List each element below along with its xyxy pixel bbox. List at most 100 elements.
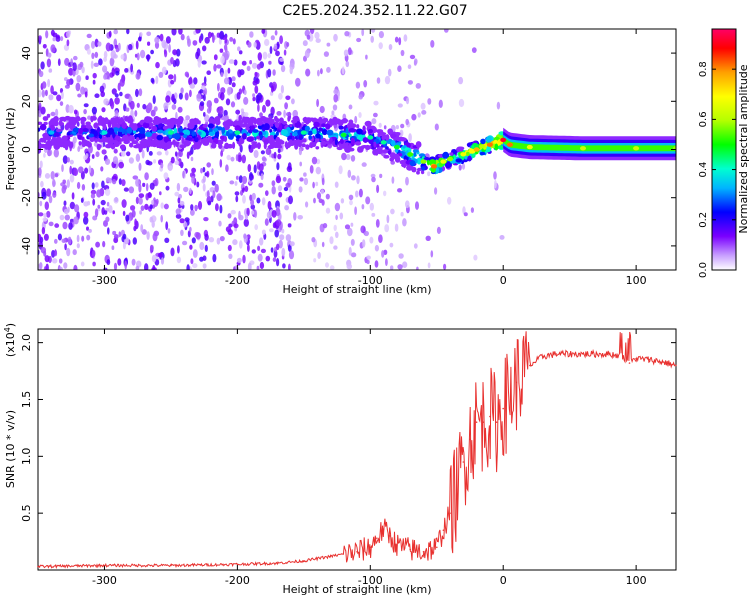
heatmap-speckle xyxy=(246,207,250,217)
heatmap-speckle xyxy=(306,34,311,40)
heatmap-ridge-cell xyxy=(90,128,95,133)
colorbar-tick-label: 0.6 xyxy=(698,111,709,127)
heatmap-speckle xyxy=(248,144,251,150)
heatmap-speckle xyxy=(62,221,68,230)
heatmap-speckle xyxy=(378,42,383,50)
heatmap-speckle xyxy=(136,102,140,108)
heatmap-ridge-cell xyxy=(418,153,426,157)
heatmap-speckle xyxy=(242,194,246,204)
heatmap-speckle xyxy=(172,49,178,56)
heatmap-speckle xyxy=(175,208,181,215)
heatmap-speckle xyxy=(104,158,111,165)
heatmap-ridge-cell xyxy=(315,133,321,139)
ridge-peak-point xyxy=(500,137,507,143)
heatmap-ridge-cell xyxy=(292,139,300,145)
heatmap-speckle xyxy=(215,203,219,212)
snr-data-point xyxy=(455,489,458,492)
heatmap-speckle xyxy=(191,175,196,184)
heatmap-ridge-cell xyxy=(194,137,199,143)
heatmap-speckle xyxy=(333,33,338,42)
heatmap-speckle xyxy=(155,198,159,205)
heatmap-ridge-cell xyxy=(121,122,127,129)
ridge-peak-point xyxy=(101,130,108,135)
heatmap-speckle xyxy=(202,166,206,173)
heatmap-ridge-cell xyxy=(269,123,274,127)
heatmap-speckle xyxy=(69,174,75,183)
heatmap-ridge-cell xyxy=(122,134,130,142)
heatmap-speckle xyxy=(55,108,59,117)
heatmap-speckle xyxy=(159,33,164,42)
heatmap-speckle xyxy=(251,62,258,69)
x-tick-label: -100 xyxy=(358,574,383,587)
heatmap-speckle xyxy=(103,98,109,106)
heatmap-speckle xyxy=(438,99,443,109)
heatmap-speckle xyxy=(151,254,157,263)
heatmap-ridge-cell xyxy=(318,127,324,132)
heatmap-speckle xyxy=(138,183,142,193)
heatmap-speckle xyxy=(94,93,100,98)
heatmap-speckle xyxy=(108,205,113,214)
heatmap-speckle xyxy=(229,180,235,185)
heatmap-speckle xyxy=(370,173,376,178)
heatmap-speckle xyxy=(153,159,157,164)
heatmap-ridge-cell xyxy=(373,141,377,148)
ridge-peak-point xyxy=(300,130,307,135)
snr-data-point xyxy=(37,565,39,568)
heatmap-ridge-cell xyxy=(314,137,320,143)
heatmap-speckle xyxy=(297,215,304,220)
heatmap-speckle xyxy=(384,75,391,85)
heatmap-ridge-cell xyxy=(98,144,102,148)
heatmap-speckle xyxy=(83,109,87,115)
heatmap-speckle xyxy=(258,182,264,188)
heatmap-ridge-cell xyxy=(55,128,63,133)
heatmap-speckle xyxy=(247,262,252,270)
heatmap-speckle xyxy=(204,244,208,252)
heatmap-speckle xyxy=(390,265,394,270)
heatmap-ridge-cell xyxy=(377,132,381,138)
heatmap-speckle xyxy=(243,112,249,117)
heatmap-speckle xyxy=(163,102,169,110)
heatmap-ridge-cell xyxy=(278,139,284,145)
heatmap-speckle xyxy=(207,200,212,206)
heatmap-speckle xyxy=(173,92,178,100)
heatmap-speckle xyxy=(78,166,84,174)
heatmap-speckle xyxy=(77,146,81,152)
heatmap-ridge-cell xyxy=(497,145,504,150)
heatmap-speckle xyxy=(259,237,264,246)
heatmap-speckle xyxy=(164,49,168,58)
heatmap-speckle xyxy=(261,229,266,235)
heatmap-speckle xyxy=(235,154,239,162)
heatmap-speckle xyxy=(458,164,462,171)
heatmap-speckle xyxy=(227,244,232,252)
heatmap-speckle xyxy=(284,205,289,211)
heatmap-ridge-cell xyxy=(420,170,425,175)
heatmap-speckle xyxy=(249,60,253,65)
heatmap-speckle xyxy=(236,257,242,263)
heatmap-speckle xyxy=(335,214,338,221)
heatmap-speckle xyxy=(64,214,71,221)
heatmap-speckle xyxy=(311,237,316,243)
heatmap-ridge-cell xyxy=(42,116,49,121)
heatmap-speckle xyxy=(90,193,96,199)
heatmap-speckle xyxy=(270,247,274,253)
heatmap-speckle xyxy=(91,154,95,159)
heatmap-speckle xyxy=(41,191,47,200)
snr-data-point xyxy=(276,562,279,564)
heatmap-speckle xyxy=(192,263,198,269)
heatmap-speckle xyxy=(48,221,54,227)
heatmap-speckle xyxy=(409,54,416,60)
heatmap-speckle xyxy=(348,194,354,201)
ridge-peak-point xyxy=(393,144,400,150)
heatmap-speckle xyxy=(333,224,337,232)
heatmap-speckle xyxy=(311,156,318,165)
heatmap-speckle xyxy=(60,36,64,42)
heatmap-speckle xyxy=(189,226,192,233)
heatmap-ridge-cell xyxy=(182,129,190,135)
heatmap-band xyxy=(503,137,676,152)
heatmap-ridge-cell xyxy=(48,120,53,126)
heatmap-speckle xyxy=(138,162,142,171)
heatmap-speckle xyxy=(90,189,97,195)
heatmap-ridge-cell xyxy=(214,116,221,122)
heatmap-ridge-cell xyxy=(339,138,344,144)
